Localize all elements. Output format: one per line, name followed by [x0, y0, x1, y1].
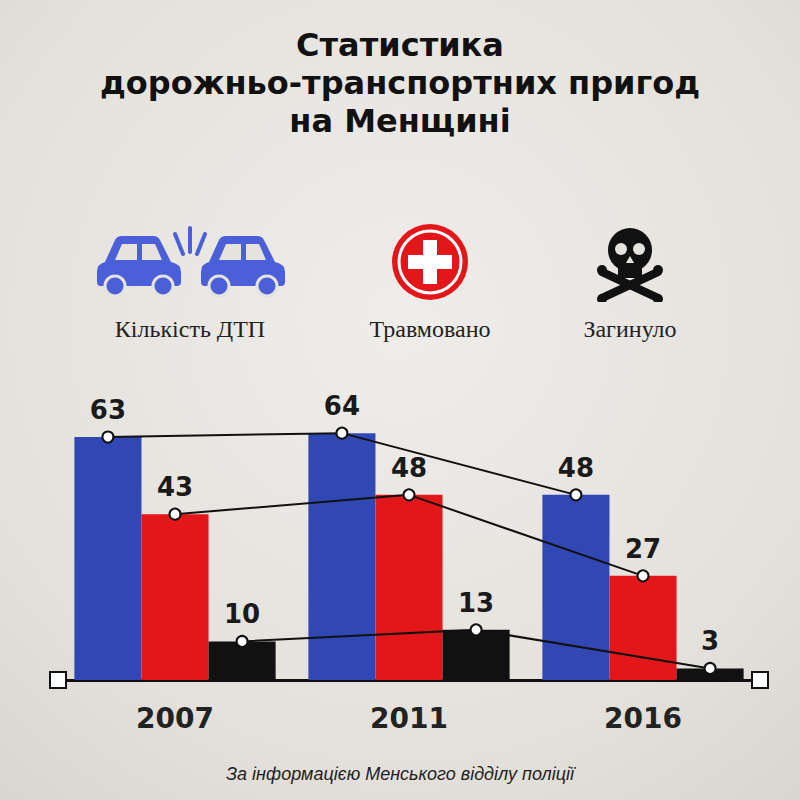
svg-text:2011: 2011: [370, 702, 448, 735]
svg-text:48: 48: [558, 453, 594, 483]
html-text:Травмовано: Травмовано: [369, 316, 491, 342]
svg-text:3: 3: [701, 626, 719, 656]
svg-text:13: 13: [458, 588, 494, 618]
html-text:на Менщині: на Менщині: [289, 102, 511, 140]
svg-text:27: 27: [625, 534, 661, 564]
html-text:Статистика: Статистика: [296, 26, 504, 64]
svg-text:10: 10: [224, 599, 260, 629]
svg-text:48: 48: [391, 453, 427, 483]
html-text:дорожньо-транспортних пригод: дорожньо-транспортних пригод: [99, 64, 701, 102]
html-text:Кількість ДТП: Кількість ДТП: [114, 316, 266, 342]
html-text:За інформацією Менського відді: За інформацією Менського відділу поліції: [226, 764, 574, 784]
svg-text:2007: 2007: [136, 702, 214, 735]
svg-text:64: 64: [324, 391, 360, 421]
svg-text:2016: 2016: [604, 702, 682, 735]
html-text:Загинуло: Загинуло: [583, 316, 677, 342]
svg-text:43: 43: [157, 472, 193, 502]
svg-text:63: 63: [90, 395, 126, 425]
